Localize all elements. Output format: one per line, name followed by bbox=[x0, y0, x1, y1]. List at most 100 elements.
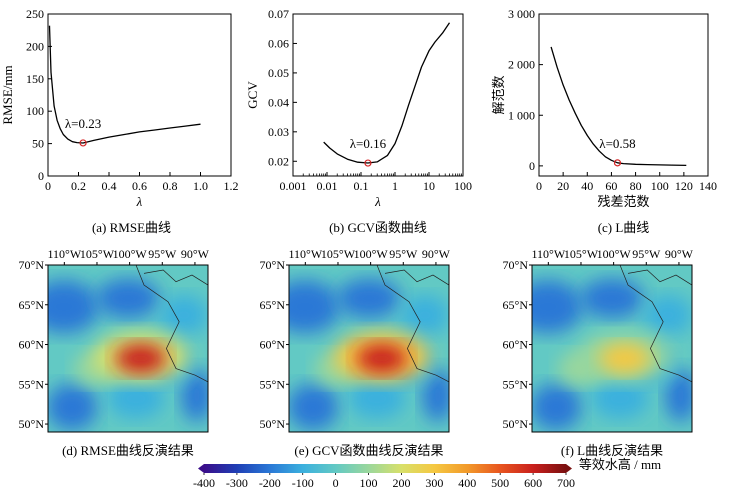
x-tick-label: 0.2 bbox=[71, 179, 86, 193]
lon-label: 110°W bbox=[288, 247, 322, 261]
y-tick-label: 200 bbox=[26, 39, 44, 53]
field-blob bbox=[107, 378, 165, 419]
x-tick-label: 120 bbox=[675, 179, 693, 193]
x-tick-label: 1.2 bbox=[224, 179, 239, 193]
plot-frame bbox=[538, 13, 709, 177]
y-axis-label: RMSE/mm bbox=[0, 65, 15, 124]
y-tick-label: 0.06 bbox=[268, 36, 289, 50]
y-tick-label: 0.05 bbox=[268, 66, 289, 80]
plot-frame bbox=[292, 13, 464, 177]
y-tick-label: 0.04 bbox=[268, 95, 289, 109]
field-blob bbox=[421, 368, 449, 422]
x-tick-label: 1 bbox=[392, 179, 398, 193]
lon-label: 110°W bbox=[531, 247, 565, 261]
colorbar-tick-label: 500 bbox=[491, 476, 509, 490]
y-tick-label: 0 bbox=[38, 169, 44, 183]
lat-label: 55°N bbox=[503, 377, 529, 391]
coastline bbox=[627, 269, 692, 286]
field-blob bbox=[580, 278, 644, 319]
lat-label: 65°N bbox=[503, 298, 529, 312]
chart-1: 0 0.2 0.4 0.6 0.8 1.0 1.2 0 50 100 150 200 250 λ RMSE/… bbox=[0, 7, 239, 235]
field-blob bbox=[48, 280, 100, 334]
colorbar-max-arrow bbox=[566, 464, 572, 473]
coastline bbox=[376, 265, 449, 383]
y-axis-label: 解范数 bbox=[491, 75, 506, 114]
field-blob bbox=[356, 343, 408, 374]
field-blob bbox=[48, 383, 98, 431]
x-tick-label: 100 bbox=[454, 179, 472, 193]
lat-label: 55°N bbox=[19, 377, 45, 391]
lat-label: 60°N bbox=[260, 338, 286, 352]
field-blob bbox=[591, 378, 649, 419]
subplot-caption: (e) GCV函数曲线反演结果 bbox=[294, 443, 443, 458]
field-blob bbox=[337, 278, 401, 319]
subplot-caption: (c) L曲线 bbox=[598, 220, 650, 235]
colorbar-bar bbox=[204, 464, 566, 473]
field-blob bbox=[160, 295, 208, 336]
field-blob bbox=[289, 280, 341, 334]
field-blob bbox=[401, 295, 449, 336]
lon-label: 110°W bbox=[47, 247, 81, 261]
x-tick-label: 10 bbox=[423, 179, 435, 193]
x-tick-label: 80 bbox=[630, 179, 642, 193]
subplot-caption: (f) L曲线反演结果 bbox=[561, 443, 663, 458]
lon-label: 90°W bbox=[665, 247, 694, 261]
lon-label: 105°W bbox=[80, 247, 115, 261]
x-tick-label: 60 bbox=[605, 179, 617, 193]
colorbar: -400 -300 -200 -100 0 100 200 300 400 500 600 700 等效… bbox=[193, 457, 661, 490]
lat-label: 50°N bbox=[260, 417, 286, 431]
x-tick-label: 0 bbox=[536, 179, 542, 193]
chart-3: 0 20 40 60 80 100 120 140 0 1 000 2 000 3 000 残差范数 解范… bbox=[491, 7, 717, 235]
colorbar-label: 等效水高 / mm bbox=[579, 457, 661, 472]
lon-label: 90°W bbox=[181, 247, 210, 261]
lon-label: 105°W bbox=[321, 247, 356, 261]
y-tick-label: 0.07 bbox=[268, 7, 289, 21]
map-field bbox=[532, 265, 692, 432]
lon-label: 95°W bbox=[148, 247, 177, 261]
lon-label: 95°W bbox=[632, 247, 661, 261]
lon-label: 95°W bbox=[389, 247, 418, 261]
field-blob bbox=[115, 343, 167, 374]
colorbar-tick-label: -300 bbox=[226, 476, 248, 490]
lat-label: 70°N bbox=[260, 258, 286, 272]
coastline bbox=[143, 269, 208, 286]
field-blob bbox=[532, 383, 582, 431]
optimum-point bbox=[613, 159, 622, 167]
colorbar-tick-label: -200 bbox=[259, 476, 281, 490]
plot-frame bbox=[47, 13, 232, 177]
lat-label: 55°N bbox=[260, 377, 286, 391]
x-tick-label: 0.8 bbox=[163, 179, 178, 193]
y-tick-label: 250 bbox=[26, 7, 44, 21]
coastline bbox=[619, 265, 692, 383]
map-frame bbox=[47, 264, 209, 433]
y-tick-label: 0.02 bbox=[268, 154, 289, 168]
colorbar-tick-label: -100 bbox=[292, 476, 314, 490]
x-tick-label: 0.4 bbox=[102, 179, 117, 193]
x-tick-label: 0 bbox=[45, 179, 51, 193]
colorbar-tick-label: -400 bbox=[193, 476, 215, 490]
lat-label: 70°N bbox=[19, 258, 45, 272]
x-axis-label: λ bbox=[374, 194, 381, 209]
y-tick-label: 1 000 bbox=[508, 108, 535, 122]
field-blob bbox=[180, 368, 208, 422]
chart-2: 0.001 0.01 0.1 1 10 100 0.02 0.03 0.04 0.05 0.06 0.… bbox=[245, 7, 472, 235]
lon-label: 90°W bbox=[422, 247, 451, 261]
field-blob bbox=[96, 278, 160, 319]
colorbar-tick-label: 700 bbox=[557, 476, 575, 490]
lat-label: 65°N bbox=[19, 298, 45, 312]
y-tick-label: 3 000 bbox=[508, 7, 535, 21]
subplot-caption: (d) RMSE曲线反演结果 bbox=[62, 443, 194, 458]
x-axis-label: λ bbox=[136, 194, 143, 209]
colorbar-tick-label: 100 bbox=[360, 476, 378, 490]
colorbar-tick-label: 200 bbox=[392, 476, 410, 490]
optimum-label: λ=0.16 bbox=[350, 136, 387, 151]
map-frame bbox=[288, 264, 450, 433]
colorbar-tick-label: 600 bbox=[524, 476, 542, 490]
optimum-point bbox=[79, 139, 87, 147]
x-tick-label: 0.6 bbox=[132, 179, 147, 193]
field-blob bbox=[644, 295, 692, 336]
x-tick-label: 100 bbox=[651, 179, 669, 193]
